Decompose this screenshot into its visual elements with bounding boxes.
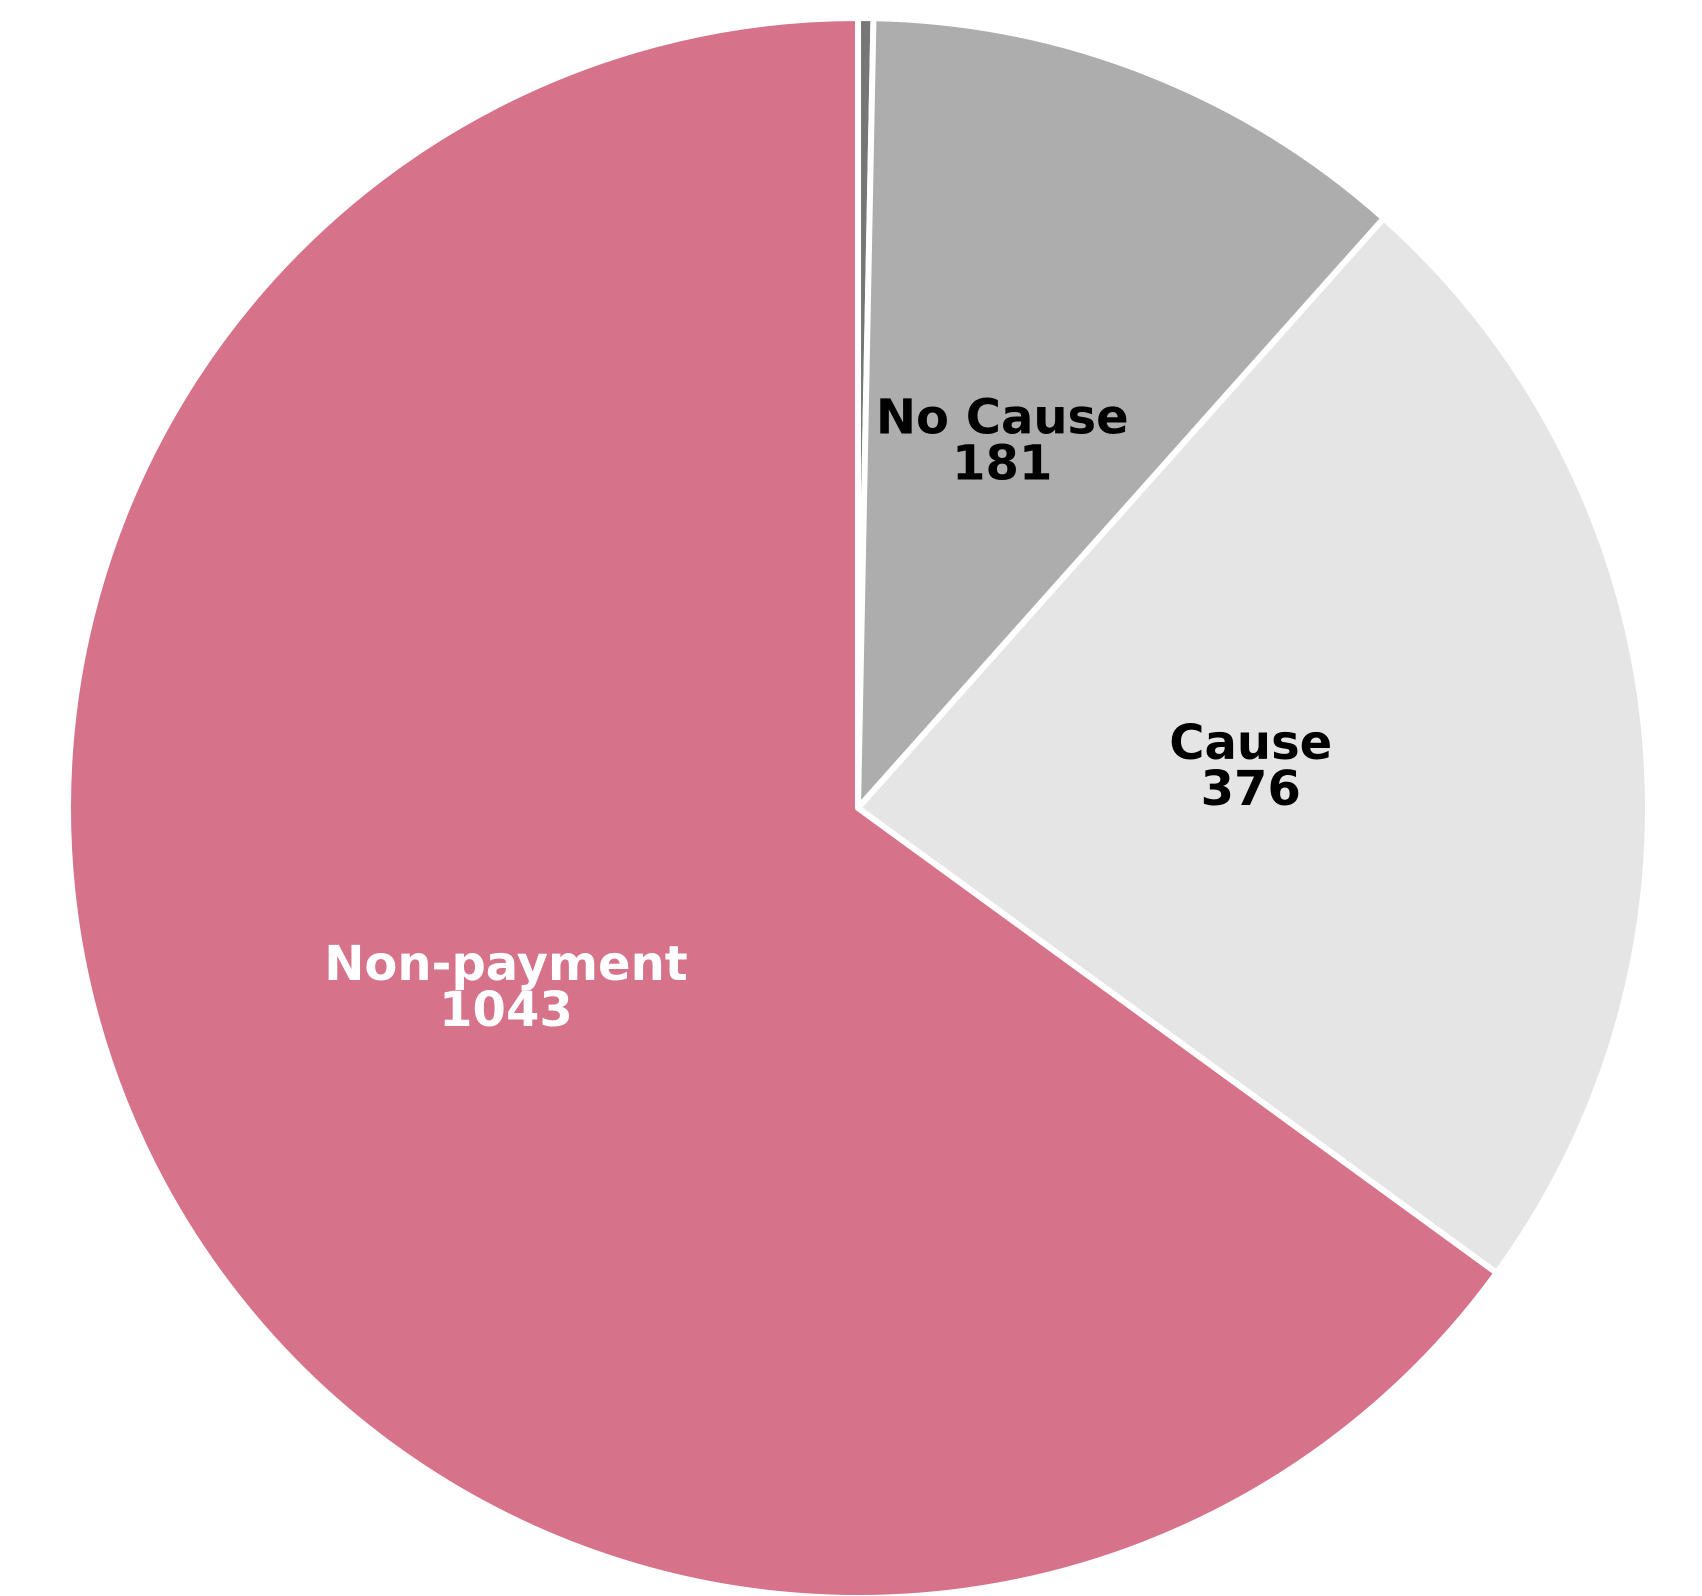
pie-slice-cause bbox=[855, 215, 1651, 1276]
pie-slice-non-payment bbox=[65, 15, 1500, 1596]
pie-slice-no-cause bbox=[855, 15, 1387, 811]
slice-value-no-cause: 181 bbox=[952, 435, 1052, 491]
slice-label-cause: Cause bbox=[1169, 715, 1332, 771]
slice-label-non-payment: Non-payment bbox=[324, 936, 688, 992]
slice-value-cause: 376 bbox=[1201, 761, 1301, 817]
slice-label-no-cause: No Cause bbox=[876, 389, 1129, 445]
pie-slices bbox=[65, 15, 1651, 1596]
slice-value-non-payment: 1043 bbox=[439, 982, 573, 1038]
